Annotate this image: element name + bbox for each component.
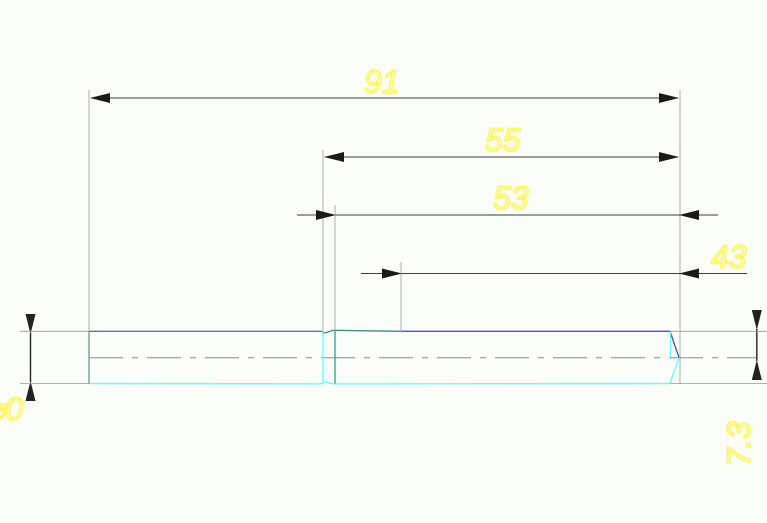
svg-text:91: 91: [364, 64, 400, 100]
svg-text:⌀0: ⌀0: [0, 391, 23, 427]
svg-text:53: 53: [493, 180, 529, 216]
svg-text:55: 55: [485, 122, 521, 158]
svg-text:43: 43: [711, 239, 747, 275]
svg-text:7.3: 7.3: [721, 421, 757, 466]
